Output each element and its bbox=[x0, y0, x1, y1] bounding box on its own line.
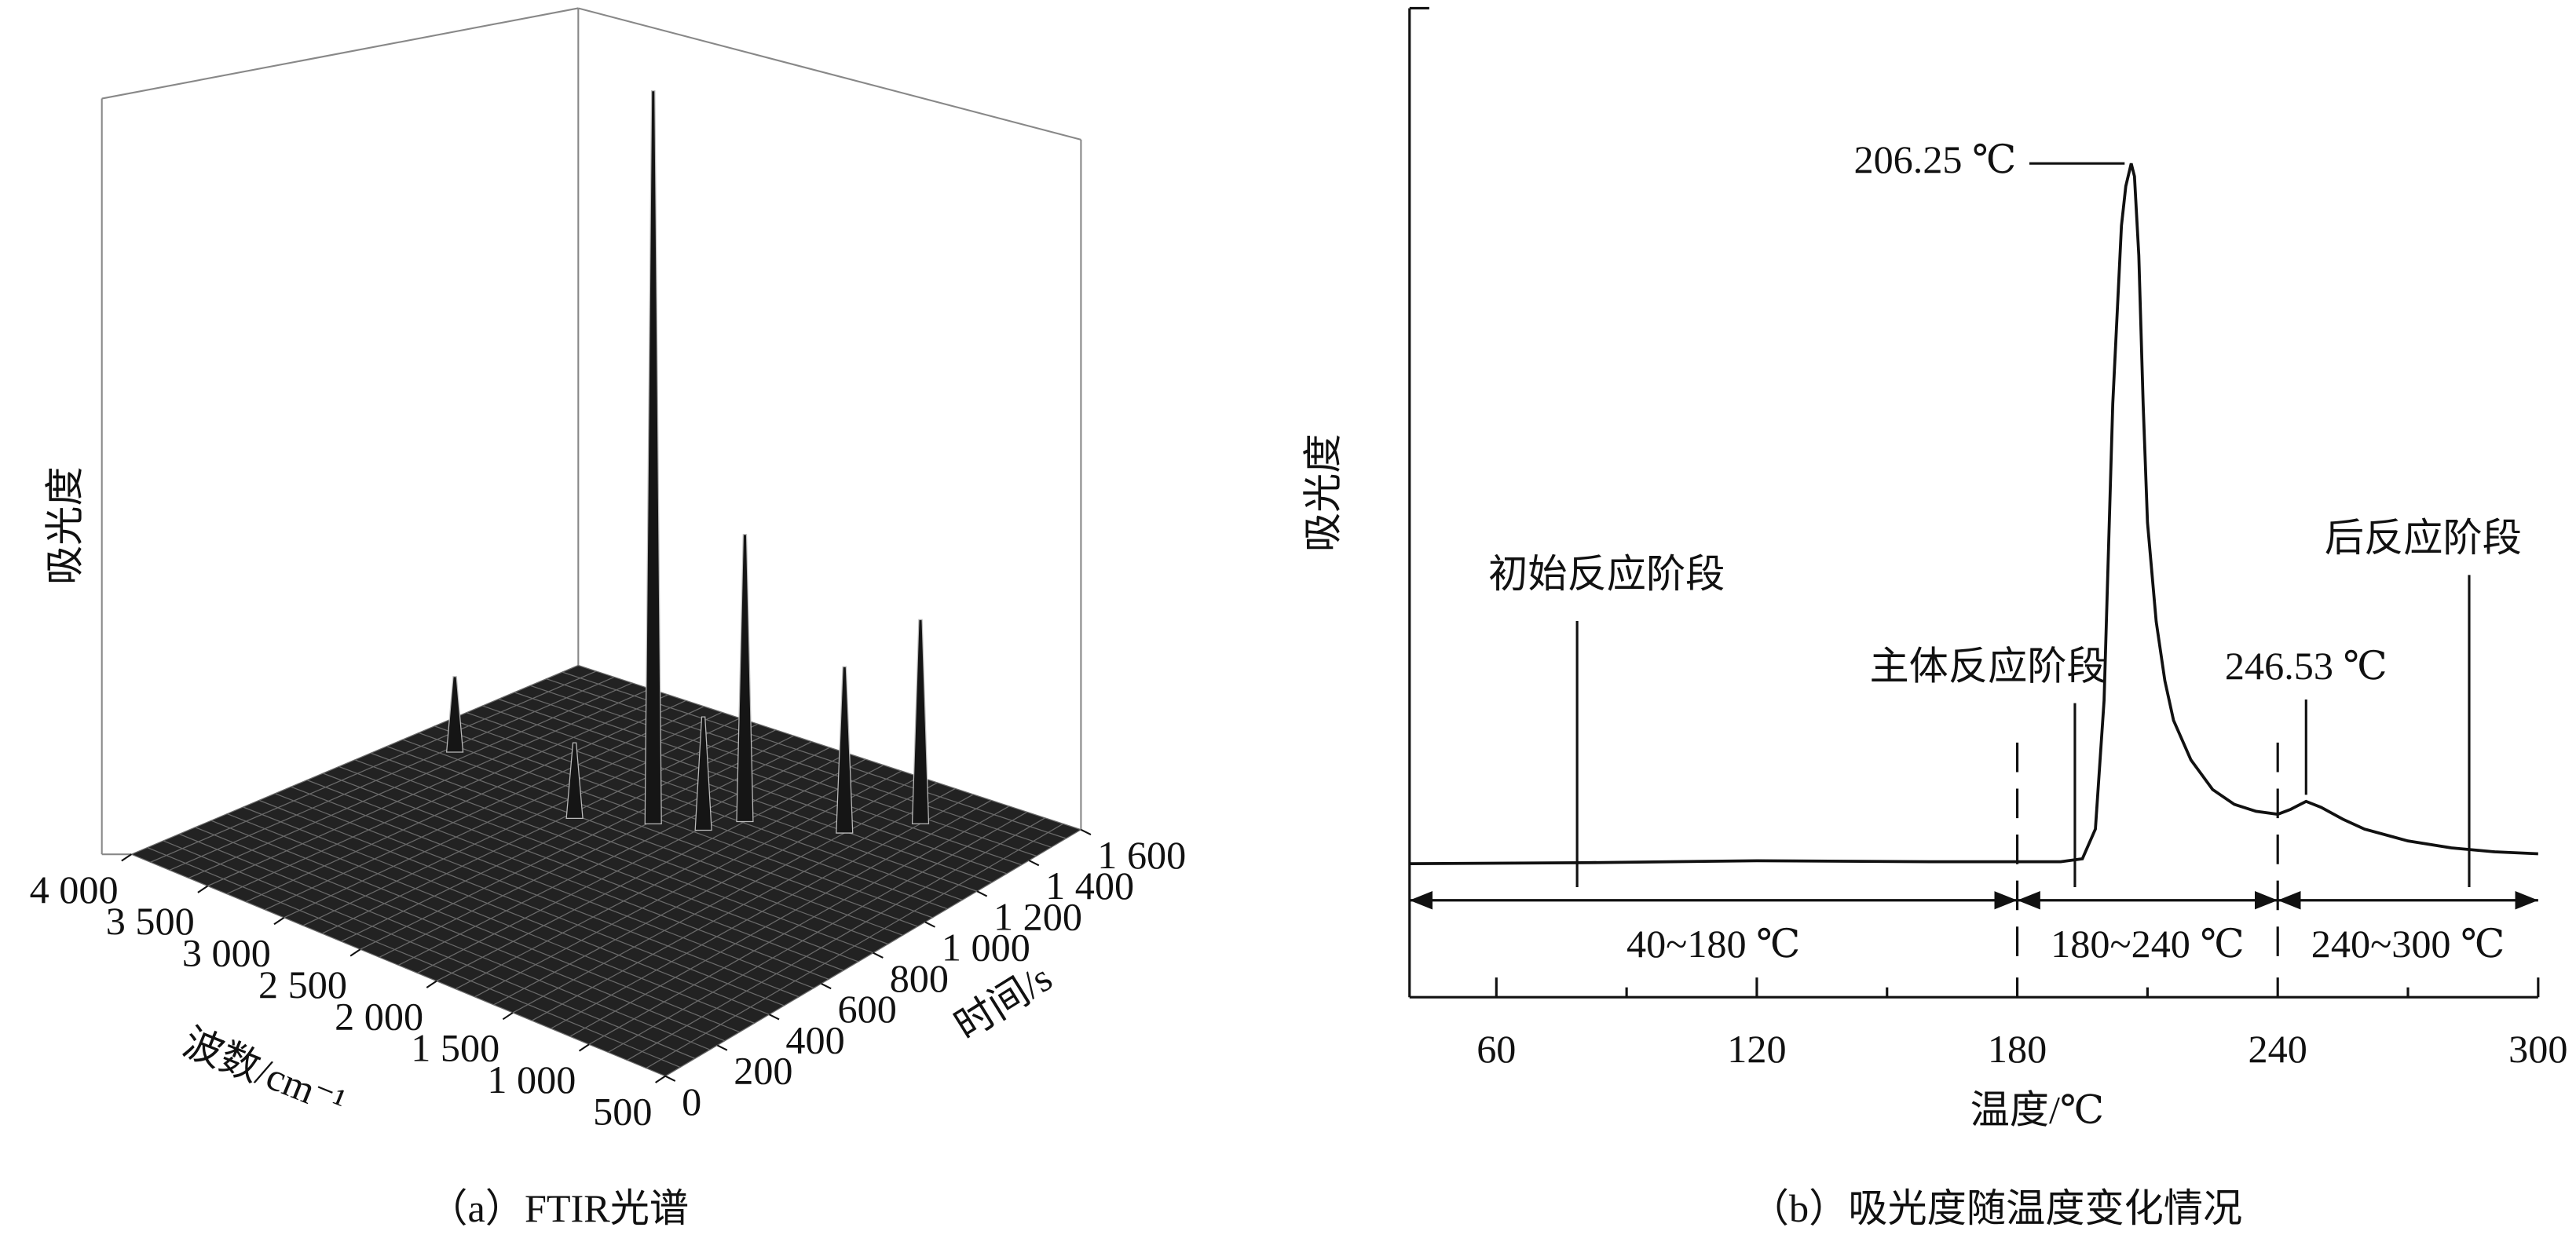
surface-grid-line bbox=[275, 793, 800, 998]
y-tick-label: 1 000 bbox=[942, 926, 1030, 970]
y-tick bbox=[664, 1075, 676, 1082]
x-tick-label: 3 000 bbox=[182, 931, 271, 975]
y-tick bbox=[1080, 828, 1092, 835]
x-tick bbox=[197, 885, 209, 893]
y-tick-label: 800 bbox=[890, 956, 949, 1000]
caption: （a）FTIR光谱 bbox=[428, 1186, 689, 1230]
surface-grid-line bbox=[578, 664, 1081, 831]
surface-grid-line bbox=[258, 799, 785, 1006]
y-tick-label: 1 200 bbox=[993, 894, 1082, 938]
peak-label: 246.53 ℃ bbox=[2225, 644, 2388, 688]
y-tick bbox=[1028, 860, 1040, 867]
y-tick-label: 200 bbox=[734, 1049, 792, 1093]
y-tick-label: 400 bbox=[785, 1017, 844, 1061]
y-tick-label: 0 bbox=[682, 1079, 701, 1123]
peak bbox=[911, 619, 930, 824]
x-tick-label: 60 bbox=[1476, 1027, 1516, 1071]
x-tick bbox=[121, 853, 132, 862]
x-tick bbox=[426, 980, 437, 988]
surface-grid-line bbox=[179, 833, 711, 1050]
peak bbox=[644, 89, 662, 824]
surface-grid-line bbox=[370, 752, 888, 945]
surface-grid-line bbox=[338, 765, 859, 963]
x-tick bbox=[655, 1075, 666, 1083]
stage-label: 主体反应阶段 bbox=[1869, 644, 2106, 688]
x-tick bbox=[502, 1012, 514, 1021]
surface-grid-line bbox=[466, 712, 978, 892]
y-tick bbox=[976, 890, 988, 897]
x-tick bbox=[273, 916, 285, 926]
peak bbox=[445, 676, 464, 753]
surface-grid-line bbox=[402, 739, 918, 927]
x-tick-label: 180 bbox=[1988, 1027, 2047, 1071]
x-tick-label: 4 000 bbox=[30, 868, 119, 911]
x-tick-label: 300 bbox=[2508, 1027, 2567, 1071]
y-tick-label: 1 400 bbox=[1045, 864, 1134, 908]
x-axis-label: 波数/cm⁻¹ bbox=[177, 1020, 352, 1124]
x-tick-label: 500 bbox=[593, 1089, 652, 1133]
peak bbox=[565, 742, 584, 820]
surface-grid-line bbox=[322, 773, 844, 971]
x-tick-label: 1 500 bbox=[411, 1026, 499, 1070]
y-tick bbox=[716, 1044, 728, 1051]
surface-grid-line bbox=[291, 786, 814, 989]
peak-label: 206.25 ℃ bbox=[1853, 137, 2016, 181]
surface-grid-line bbox=[530, 685, 1037, 857]
range-label: 240~300 ℃ bbox=[2311, 922, 2505, 966]
box-edge bbox=[101, 7, 579, 100]
x-tick-label: 2 500 bbox=[258, 963, 347, 1006]
surface-grid-line bbox=[434, 725, 948, 910]
box-edge bbox=[578, 7, 1081, 141]
surface-grid-line bbox=[195, 827, 726, 1042]
peak bbox=[694, 716, 712, 831]
y-tick-label: 600 bbox=[838, 987, 897, 1031]
y-tick-label: 1 600 bbox=[1097, 833, 1186, 877]
stage-label: 后反应阶段 bbox=[2325, 516, 2522, 560]
peak bbox=[836, 666, 854, 834]
y-tick bbox=[873, 952, 884, 959]
x-tick-label: 2 000 bbox=[335, 994, 423, 1038]
y-tick bbox=[924, 921, 935, 928]
x-tick-label: 3 500 bbox=[106, 899, 195, 943]
surface-floor bbox=[131, 665, 1081, 1076]
y-axis-label: 吸光度 bbox=[1301, 433, 1345, 552]
surface-grid-line bbox=[546, 678, 1052, 848]
range-label: 180~240 ℃ bbox=[2051, 922, 2244, 966]
surface-grid-line bbox=[418, 732, 933, 919]
range-label: 40~180 ℃ bbox=[1626, 922, 1800, 966]
surface-grid-line bbox=[306, 780, 829, 980]
surface-grid-line bbox=[514, 692, 1023, 866]
y-tick bbox=[769, 1014, 780, 1021]
stage-label: 初始反应阶段 bbox=[1488, 552, 1725, 596]
z-axis-label: 吸光度 bbox=[42, 466, 86, 585]
x-tick-label: 240 bbox=[2249, 1027, 2307, 1071]
y-tick bbox=[821, 983, 832, 990]
x-tick-label: 1 000 bbox=[487, 1058, 576, 1101]
surface-grid-line bbox=[354, 759, 874, 954]
surface-grid-line bbox=[147, 846, 681, 1068]
surface-grid-line bbox=[210, 820, 740, 1033]
surface-grid-line bbox=[243, 806, 770, 1015]
x-tick-label: 120 bbox=[1727, 1027, 1786, 1071]
surface-grid-line bbox=[163, 840, 696, 1059]
x-tick bbox=[578, 1043, 590, 1052]
surface-grid-line bbox=[131, 853, 666, 1077]
x-tick bbox=[349, 948, 361, 957]
caption: （b）吸光度随温度变化情况 bbox=[1750, 1186, 2242, 1230]
surface-grid-line bbox=[227, 813, 755, 1024]
x-axis-label: 温度/℃ bbox=[1970, 1087, 2104, 1131]
surface-grid-line bbox=[386, 746, 903, 936]
line-series bbox=[1409, 163, 2538, 866]
peak bbox=[736, 534, 754, 823]
